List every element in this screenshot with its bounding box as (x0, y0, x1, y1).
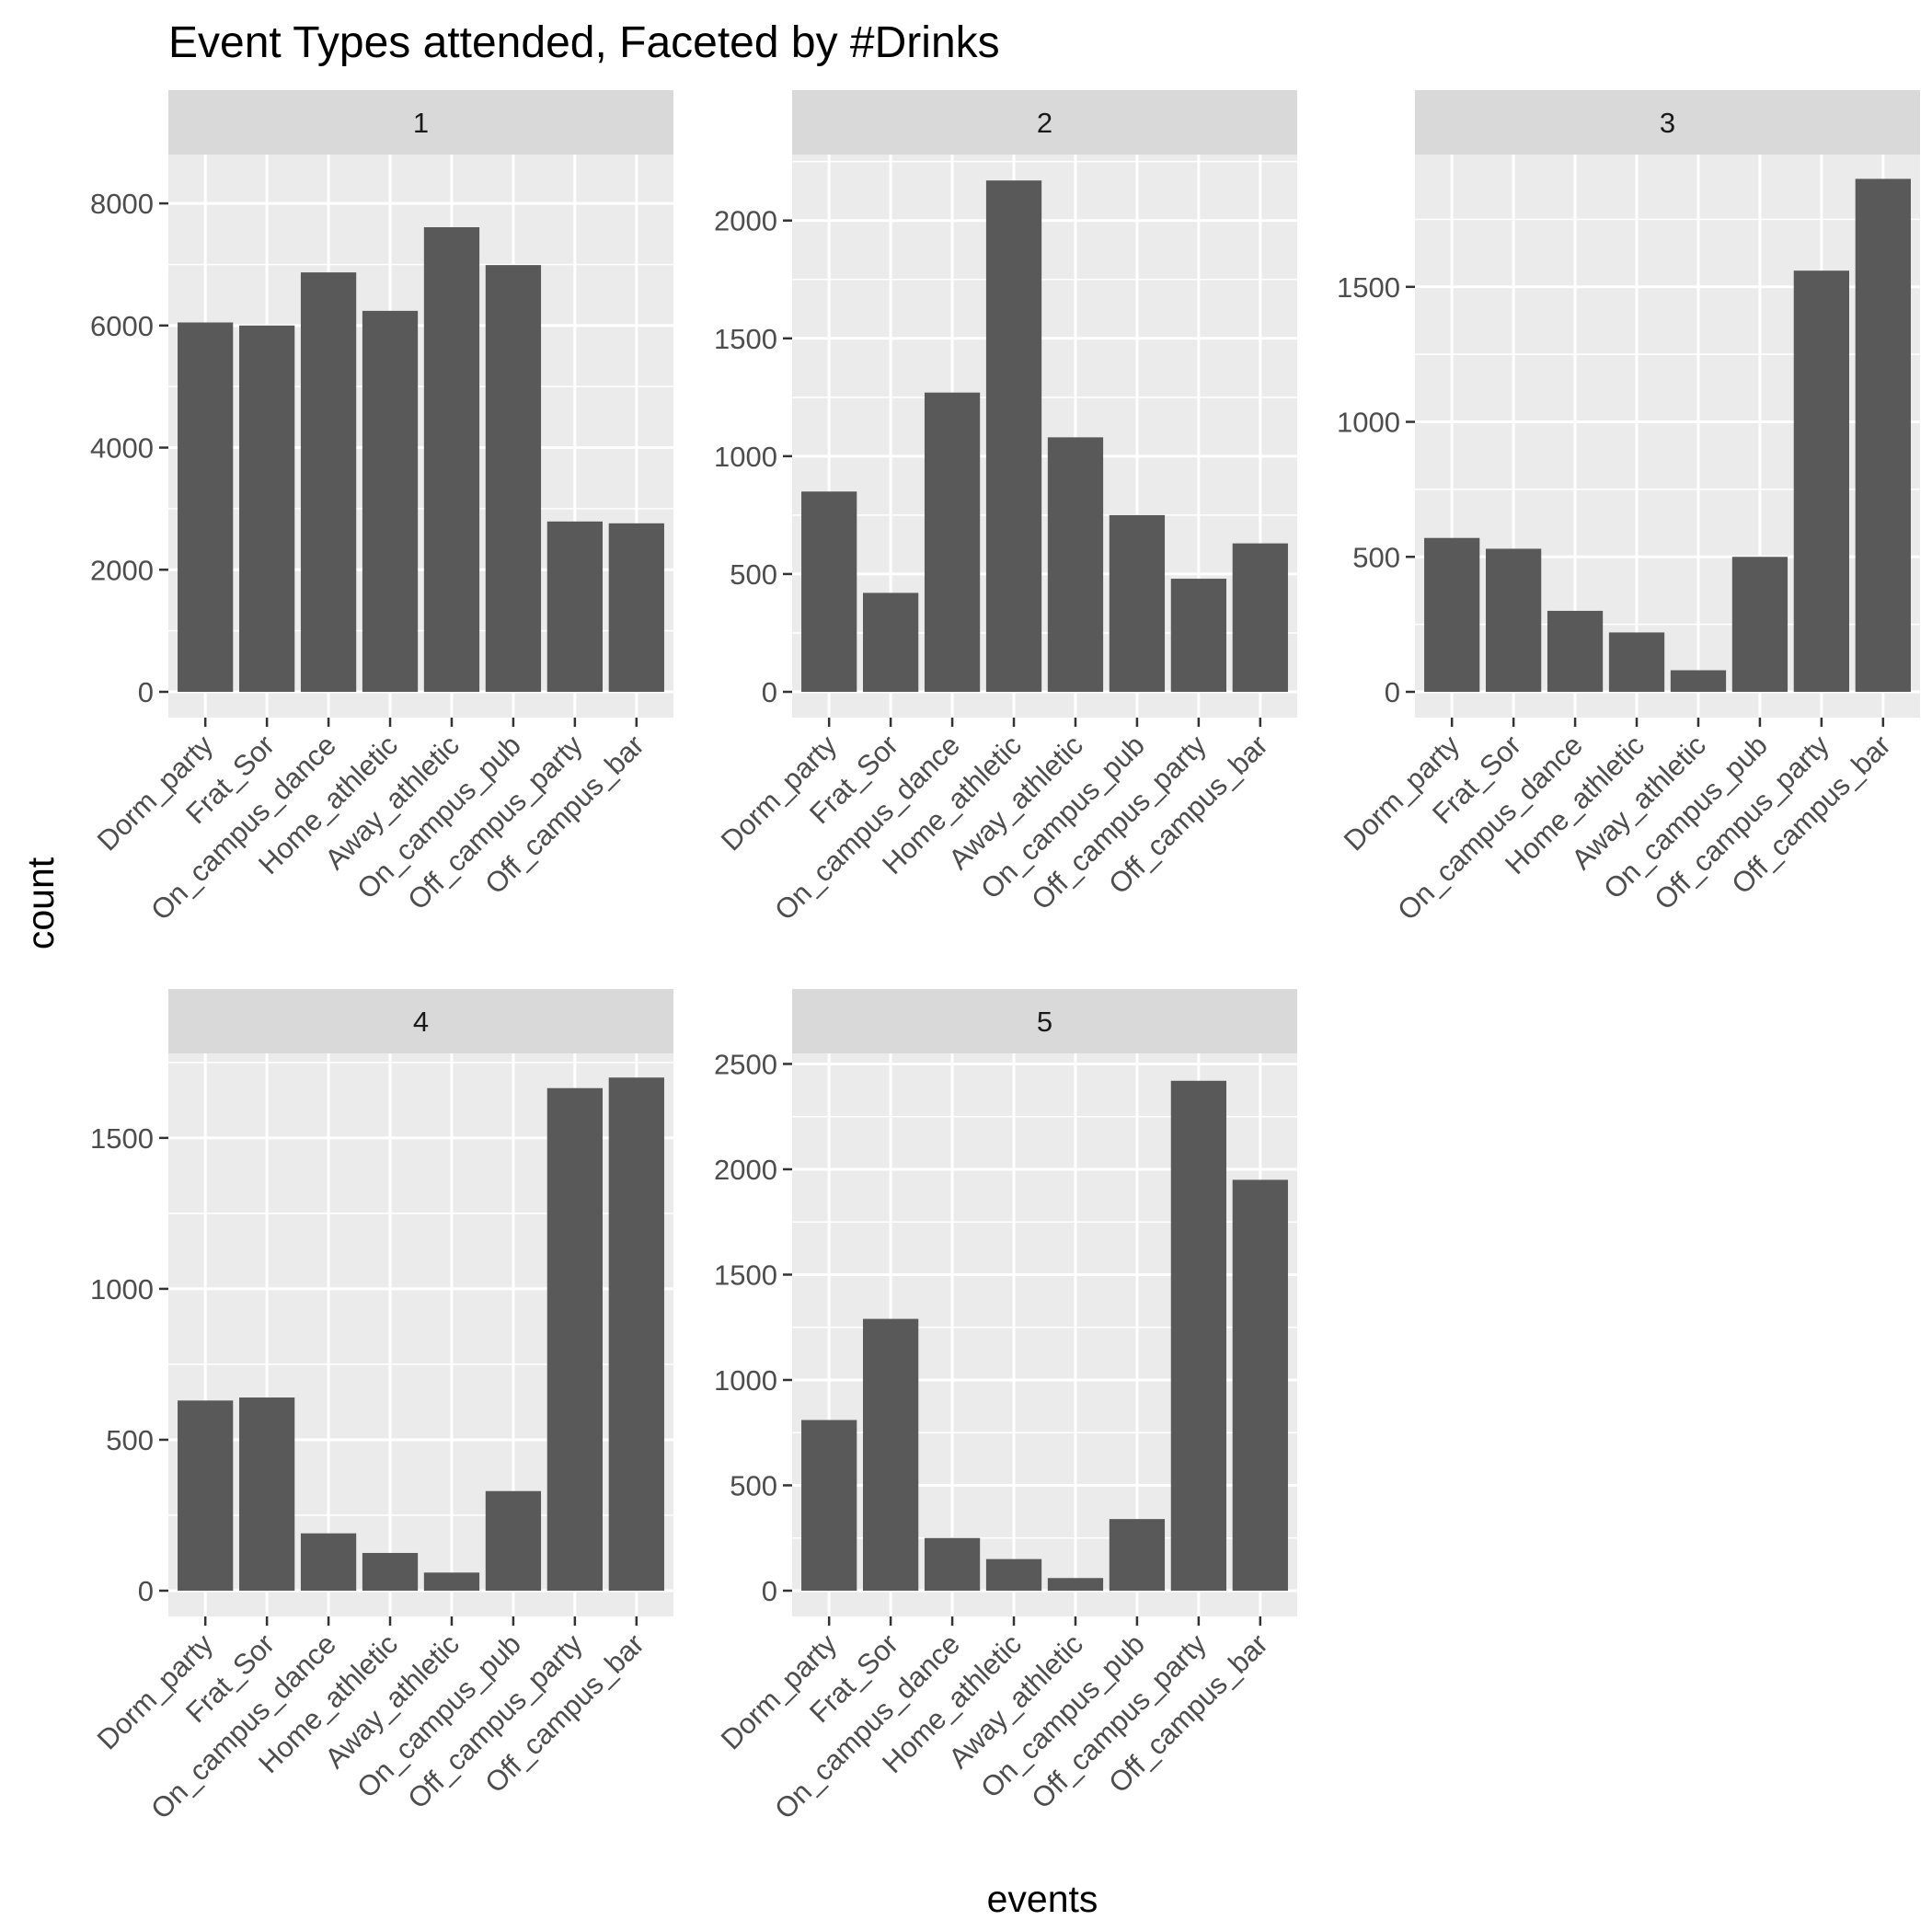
bar-On_campus_pub (1109, 1519, 1166, 1591)
facet-panel-2: 20500100015002000Dorm_partyFrat_SorOn_ca… (714, 90, 1297, 926)
bar-On_campus_dance (1547, 610, 1604, 692)
y-tick-label: 2000 (714, 205, 777, 237)
bar-On_campus_dance (924, 1537, 981, 1591)
bar-On_campus_dance (300, 1533, 357, 1591)
y-tick-label: 2000 (90, 554, 154, 586)
bar-Dorm_party (1424, 537, 1480, 692)
y-tick-label: 2500 (714, 1048, 777, 1080)
y-tick-label: 1000 (714, 1364, 777, 1397)
bar-Off_campus_party (1170, 579, 1227, 692)
y-tick-label: 0 (138, 1575, 154, 1607)
facet-strip (168, 90, 673, 155)
bar-Dorm_party (801, 1420, 857, 1591)
bar-On_campus_dance (300, 272, 357, 692)
bar-Frat_Sor (862, 592, 919, 692)
facet-strip-label: 2 (1037, 107, 1052, 139)
bar-On_campus_dance (924, 392, 981, 692)
bar-Dorm_party (178, 322, 234, 692)
bar-Home_athletic (1608, 632, 1665, 692)
bar-Away_athletic (1047, 1578, 1104, 1591)
facet-panel-3: 3050010001500Dorm_partyFrat_SorOn_campus… (1337, 90, 1920, 926)
bar-Off_campus_bar (1232, 1179, 1288, 1591)
chart-title: Event Types attended, Faceted by #Drinks (168, 18, 1000, 67)
y-tick-label: 0 (762, 1575, 777, 1607)
bar-Away_athletic (423, 226, 480, 693)
y-tick-label: 500 (1352, 541, 1400, 573)
facet-strip-label: 3 (1660, 107, 1675, 139)
y-tick-label: 4000 (90, 432, 154, 465)
facet-strip (1415, 90, 1920, 155)
bar-Off_campus_bar (1855, 178, 1911, 693)
y-tick-label: 6000 (90, 310, 154, 342)
y-tick-label: 1500 (714, 1259, 777, 1291)
y-tick-label: 0 (762, 676, 777, 708)
bar-Home_athletic (362, 310, 419, 692)
y-tick-label: 0 (138, 676, 154, 708)
facet-strip (168, 989, 673, 1053)
bar-Off_campus_party (546, 1087, 604, 1591)
bar-Frat_Sor (238, 325, 295, 692)
bar-Home_athletic (985, 1558, 1042, 1591)
bar-Away_athletic (1047, 437, 1104, 692)
y-tick-label: 1500 (714, 323, 777, 355)
y-axis-title: count (19, 857, 62, 949)
bar-Frat_Sor (862, 1318, 919, 1591)
y-tick-label: 500 (730, 558, 777, 591)
bar-Away_athletic (1670, 670, 1727, 692)
bar-Dorm_party (178, 1400, 234, 1591)
bar-Off_campus_bar (608, 1077, 664, 1591)
facet-strip-label: 1 (413, 107, 429, 139)
bar-Away_athletic (423, 1572, 480, 1591)
y-tick-label: 0 (1385, 676, 1400, 708)
bar-Off_campus_party (1793, 270, 1850, 692)
y-tick-label: 1000 (714, 441, 777, 473)
y-tick-label: 1500 (90, 1122, 154, 1155)
facet-panels: 102000400060008000Dorm_partyFrat_SorOn_c… (90, 90, 1920, 1825)
facet-strip (792, 989, 1297, 1053)
y-tick-label: 2000 (714, 1154, 777, 1186)
y-tick-label: 1000 (90, 1273, 154, 1305)
y-tick-label: 500 (106, 1424, 154, 1456)
bar-Home_athletic (985, 180, 1042, 693)
y-tick-label: 1000 (1337, 407, 1400, 439)
facet-panel-4: 4050010001500Dorm_partyFrat_SorOn_campus… (90, 989, 673, 1825)
facet-strip-label: 5 (1037, 1006, 1052, 1038)
bar-Off_campus_bar (1232, 543, 1288, 692)
facet-panel-5: 505001000150020002500Dorm_partyFrat_SorO… (714, 989, 1297, 1825)
bar-On_campus_pub (485, 265, 542, 692)
bar-Off_campus_bar (608, 523, 664, 692)
facet-strip (792, 90, 1297, 155)
bar-Frat_Sor (1485, 548, 1542, 692)
bar-Frat_Sor (238, 1397, 295, 1591)
y-tick-label: 500 (730, 1469, 777, 1501)
bar-Off_campus_party (1170, 1080, 1227, 1591)
facet-strip-label: 4 (413, 1006, 429, 1038)
bar-Dorm_party (801, 491, 857, 692)
bar-On_campus_pub (1731, 557, 1788, 692)
facet-panel-1: 102000400060008000Dorm_partyFrat_SorOn_c… (90, 90, 673, 926)
bar-Off_campus_party (546, 521, 604, 692)
y-tick-label: 8000 (90, 188, 154, 220)
x-axis-title: events (987, 1878, 1098, 1920)
bar-On_campus_pub (485, 1490, 542, 1591)
bar-On_campus_pub (1109, 514, 1166, 692)
bar-Home_athletic (362, 1552, 419, 1591)
y-tick-label: 1500 (1337, 271, 1400, 304)
